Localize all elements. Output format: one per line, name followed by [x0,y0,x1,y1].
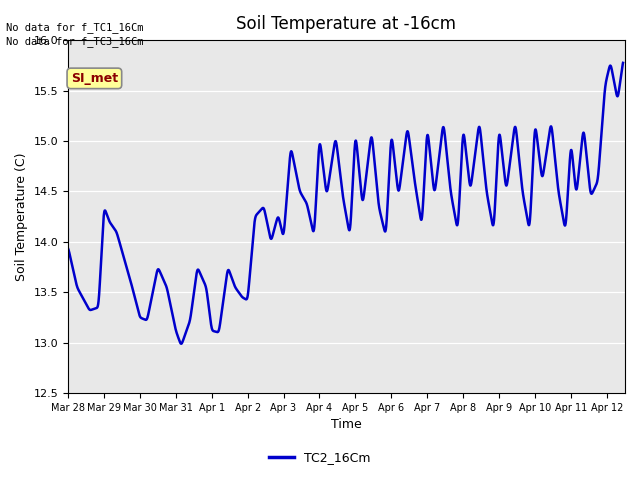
Text: SI_met: SI_met [71,72,118,85]
Text: No data for f_TC1_16Cm: No data for f_TC1_16Cm [6,22,144,33]
X-axis label: Time: Time [331,419,362,432]
Title: Soil Temperature at -16cm: Soil Temperature at -16cm [236,15,456,33]
Text: No data for f_TC3_16Cm: No data for f_TC3_16Cm [6,36,144,47]
Legend: TC2_16Cm: TC2_16Cm [264,446,376,469]
Y-axis label: Soil Temperature (C): Soil Temperature (C) [15,152,28,281]
